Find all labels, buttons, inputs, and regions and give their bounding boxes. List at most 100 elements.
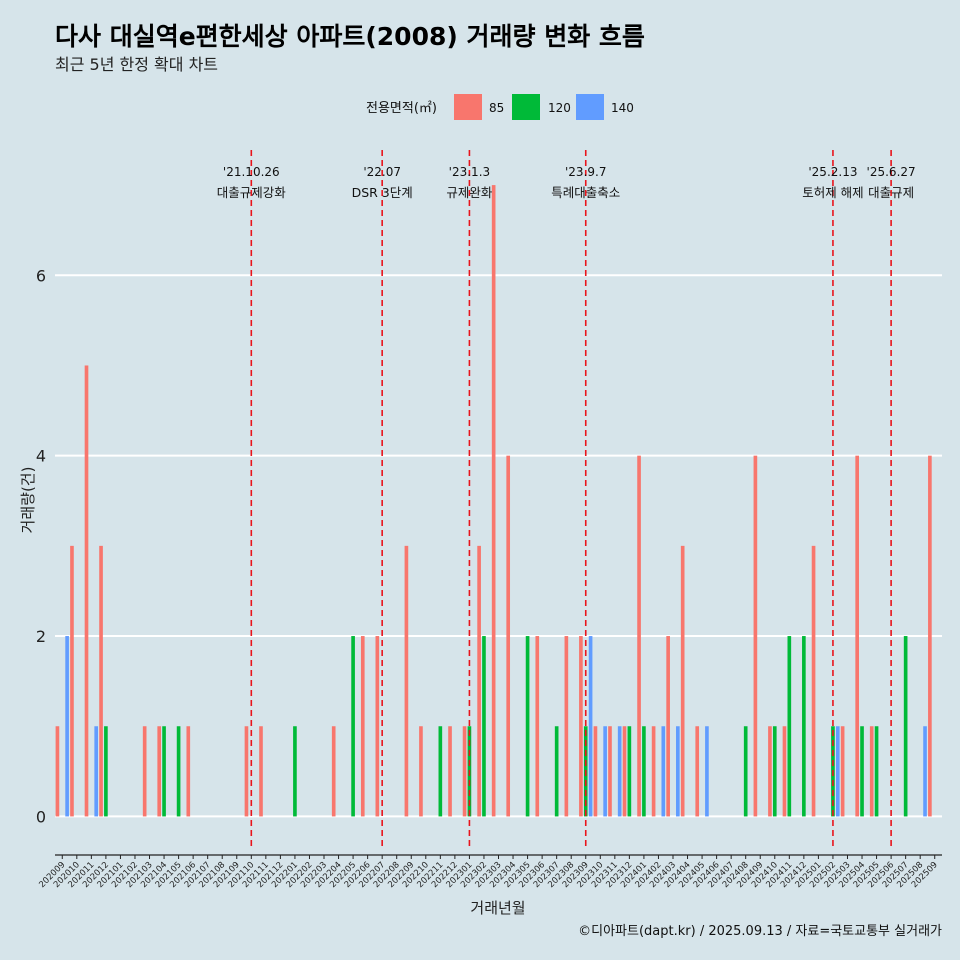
bar-85-202111 [259,726,263,817]
bar-85-202302 [477,545,481,817]
bar-85-202103 [142,726,147,817]
bar-140-202009 [65,636,69,817]
bar-140-202508 [923,726,927,817]
bar-120-202410 [772,726,777,817]
y-axis-ticks: 0 2 4 6 [36,266,46,826]
legend-swatch-85 [454,94,482,120]
bar-85-202312 [622,726,627,817]
bar-85-202206 [360,636,365,817]
bar-85-202207 [375,636,380,817]
event-date: '21.10.26 [223,165,280,179]
event-lines: '21.10.26 대출규제강화 '22.07 DSR 3단계 '23.1.3 규제완화 '… [217,150,916,848]
event-label: 규제완화 [446,185,493,200]
x-axis: 2020092020102020112020122021012021022021… [37,854,942,890]
legend-label-120: 120 [548,101,571,115]
legend-swatch-140 [576,94,604,120]
bar-85-202404 [680,545,685,817]
bar-140-202402 [661,726,666,817]
y-axis-label: 거래량(건) [19,467,37,534]
event-label: 대출규제 [868,185,914,200]
bar-85-202110 [244,726,249,817]
event-label: 토허제 해제 [802,185,863,200]
bar-140-202311 [617,726,622,817]
bar-85-202309 [579,636,583,817]
event-label: 특례대출축소 [551,185,620,200]
bar-85-202306 [535,636,540,817]
bar-120-202312 [627,726,632,817]
bar-120-202504 [860,726,864,817]
legend: 전용면적(㎡) 85 120 140 [366,94,634,120]
bar-120-202012 [104,726,108,817]
y-tick-label: 0 [36,807,46,826]
event-date: '25.6.27 [867,165,916,179]
chart-title: 다사 대실역e편한세상 아파트(2008) 거래량 변화 흐름 [55,22,645,51]
bar-85-202410 [768,726,772,817]
bar-140-202310 [603,726,607,817]
bar-120-202408 [743,726,748,817]
bar-85-202503 [840,726,845,817]
event-date: '23.1.3 [449,165,490,179]
bar-85-202509 [928,455,932,817]
event-date: '22.07 [363,165,401,179]
bar-85-202311 [608,726,612,817]
bar-120-202205 [351,636,355,817]
bar-85-202303 [491,185,496,817]
bar-85-202009 [55,726,60,817]
bar-85-202011 [84,365,89,817]
bar-120-202307 [554,726,559,817]
bar-85-202104 [157,726,162,817]
bar-140-202309 [588,636,593,817]
bar-85-202310 [593,726,598,817]
event-date: '23.9.7 [565,165,606,179]
bar-120-202411 [787,636,792,817]
bar-85-202304 [506,455,511,817]
bar-85-202504 [855,455,860,817]
bar-85-202204 [331,726,336,817]
bar-120-202105 [176,726,181,817]
bar-85-202301 [462,726,467,817]
event-label: 대출규제강화 [217,185,287,200]
legend-title: 전용면적(㎡) [366,101,437,116]
bar-140-202403 [676,726,680,817]
bar-120-202201 [293,726,297,817]
bar-120-202302 [482,636,486,817]
bar-85-202401 [637,455,641,817]
bar-85-202505 [869,726,874,817]
bar-85-202212 [448,726,452,817]
bar-140-202011 [94,726,99,817]
bar-85-202405 [695,726,700,817]
gridlines [55,274,942,818]
bar-85-202501 [811,545,816,817]
bars [55,185,932,817]
bar-120-202505 [874,726,879,817]
bar-85-202012 [99,545,103,817]
event-date: '25.2.13 [808,165,857,179]
y-tick-label: 6 [36,266,46,285]
bar-85-202403 [666,636,670,817]
source-caption: ©디아파트(dapt.kr) / 2025.09.13 / 자료=국토교통부 실… [578,924,942,939]
legend-swatch-120 [512,94,540,120]
bar-85-202409 [753,455,758,817]
bar-85-202210 [419,726,423,817]
bar-120-202412 [802,636,806,817]
bar-85-202402 [651,726,656,817]
x-axis-label: 거래년월 [470,899,525,917]
y-tick-label: 4 [36,447,46,466]
bar-120-202507 [903,636,908,817]
legend-label-85: 85 [489,101,504,115]
bar-120-202305 [525,636,530,817]
bar-85-202010 [70,545,74,817]
event-label: DSR 3단계 [352,185,413,200]
bar-140-202502 [835,726,840,817]
bar-120-202104 [162,726,166,817]
bar-140-202405 [705,726,709,817]
bar-85-202209 [404,545,409,817]
bar-85-202308 [564,636,569,817]
chart-subtitle: 최근 5년 한정 확대 차트 [55,55,218,74]
legend-label-140: 140 [611,101,634,115]
bar-85-202106 [186,726,191,817]
bar-120-202211 [438,726,443,817]
y-tick-label: 2 [36,627,46,646]
bar-85-202411 [782,726,787,817]
